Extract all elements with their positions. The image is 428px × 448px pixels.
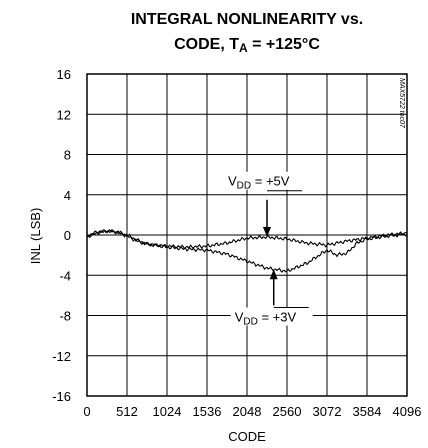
chart-title-line-2: CODE, TA = +125°C bbox=[174, 36, 320, 55]
series-label-main: V bbox=[235, 310, 244, 325]
series-label-subscript: DD bbox=[237, 181, 251, 192]
x-axis-title: CODE bbox=[228, 429, 266, 444]
x-tick-label: 2048 bbox=[233, 404, 262, 419]
y-axis-title: INL (LSB) bbox=[28, 208, 43, 265]
y-tick-label: -12 bbox=[52, 349, 71, 364]
y-tick-label: -8 bbox=[59, 309, 71, 324]
y-tick-label: 16 bbox=[57, 67, 71, 82]
x-tick-label: 4096 bbox=[393, 404, 422, 419]
y-tick-label: -4 bbox=[59, 268, 71, 283]
plot-frame bbox=[86, 73, 408, 397]
series-label-subscript: DD bbox=[243, 317, 257, 328]
y-tick-label: 12 bbox=[57, 107, 71, 122]
x-tick-label: 3584 bbox=[353, 404, 382, 419]
figure-id: MAX5722 toc07 bbox=[398, 78, 405, 129]
chart-title-line-1: INTEGRAL NONLINEARITY vs. bbox=[131, 11, 363, 28]
x-tick-label: 1536 bbox=[193, 404, 222, 419]
annotation-backing bbox=[224, 171, 306, 190]
x-tick-label: 512 bbox=[116, 404, 138, 419]
series-label-main: V bbox=[228, 174, 237, 189]
annotation-arrow-head bbox=[269, 269, 278, 280]
chart-title-prefix: CODE, T bbox=[174, 36, 239, 53]
series-label-0: VDD = +5V bbox=[228, 174, 290, 192]
x-tick-label: 3072 bbox=[313, 404, 342, 419]
series-line-1 bbox=[86, 228, 408, 273]
y-tick-label: 0 bbox=[64, 228, 71, 243]
series-label-rest: = +5V bbox=[251, 174, 290, 189]
y-tick-label: 8 bbox=[64, 148, 71, 163]
annotation-arrow-head bbox=[263, 227, 271, 238]
x-tick-label: 1024 bbox=[153, 404, 182, 419]
series-label-rest: = +3V bbox=[258, 310, 297, 325]
x-tick-label: 2560 bbox=[273, 404, 302, 419]
chart-title-subscript: A bbox=[239, 41, 248, 55]
series-label-1: VDD = +3V bbox=[235, 310, 297, 328]
y-tick-label: 4 bbox=[64, 188, 71, 203]
chart-title-suffix: = +125°C bbox=[248, 36, 321, 53]
y-tick-label: -16 bbox=[52, 389, 71, 404]
annotation-backing bbox=[230, 307, 313, 326]
x-tick-label: 0 bbox=[83, 404, 90, 419]
